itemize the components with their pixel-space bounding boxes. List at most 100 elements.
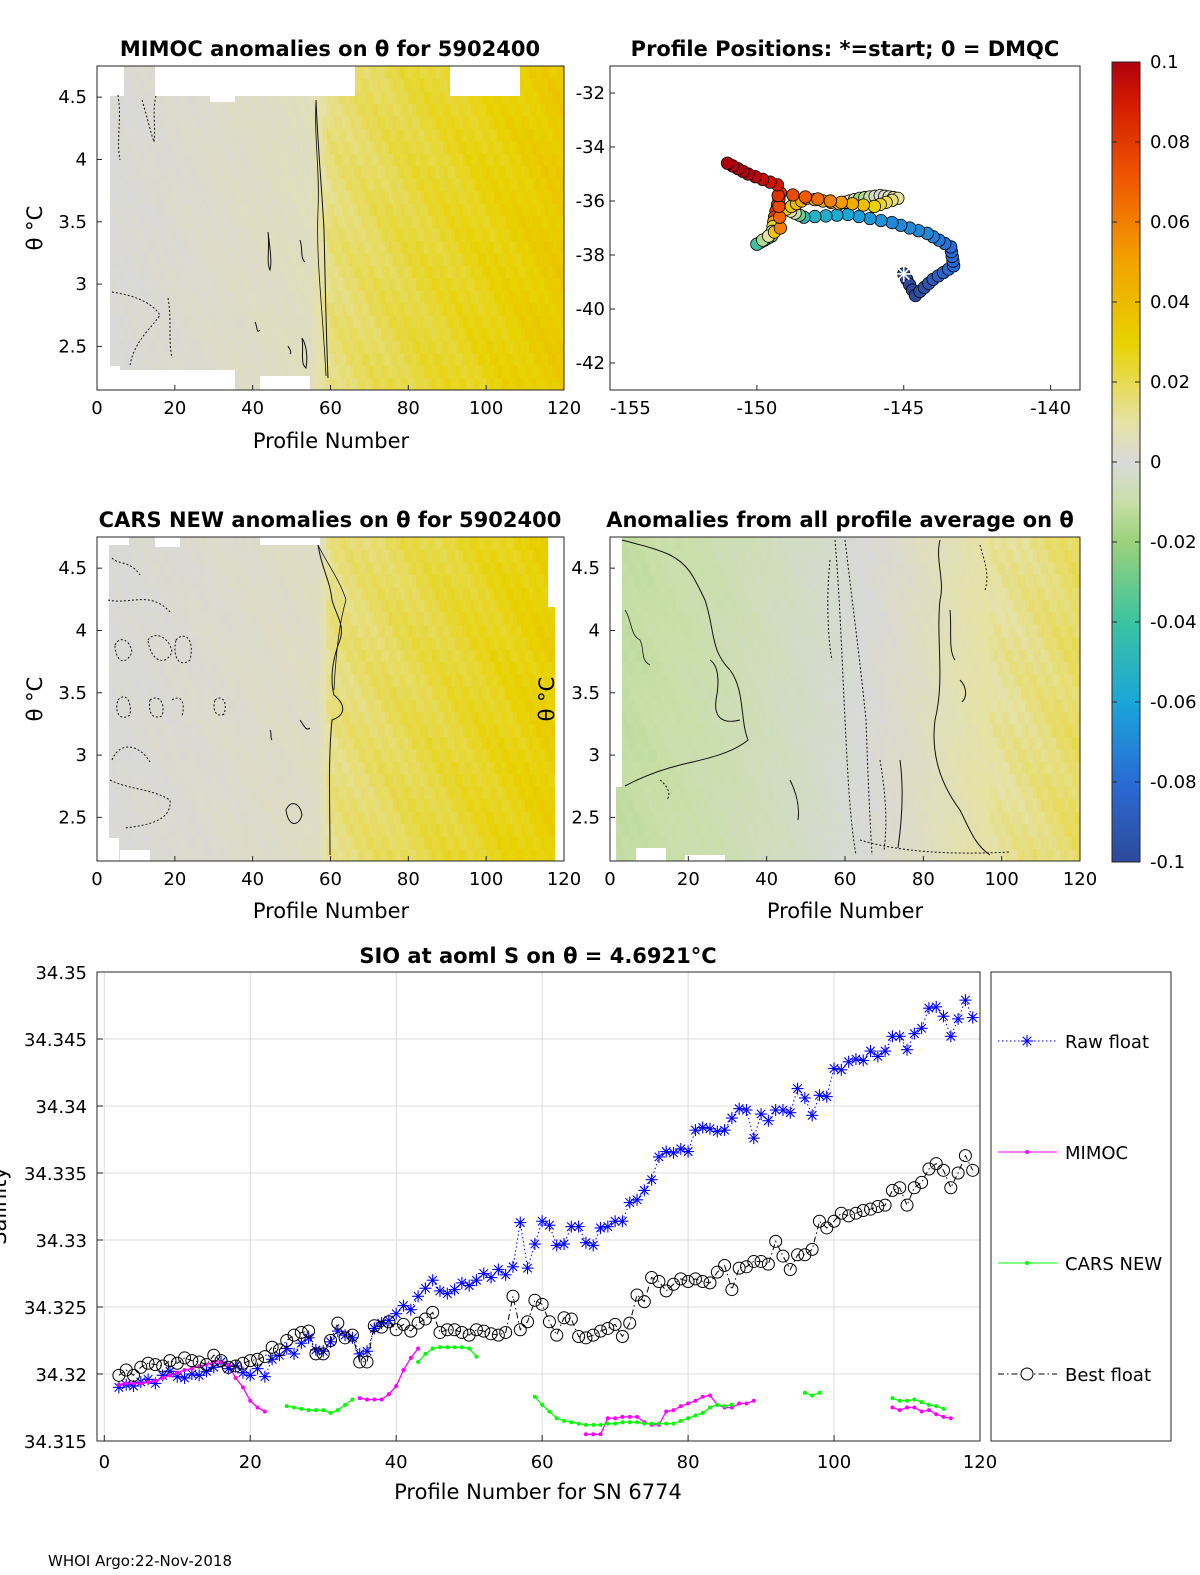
heatmap-cell	[244, 748, 250, 762]
heatmap-cell	[408, 178, 413, 192]
heatmap-cell	[299, 786, 304, 800]
heatmap-cell	[384, 327, 390, 341]
heatmap-cell	[205, 699, 211, 713]
heatmap-cell	[124, 574, 129, 588]
heatmap-cell	[194, 611, 199, 625]
heatmap-cell	[528, 327, 534, 341]
heatmap-cell	[525, 215, 530, 229]
heatmap-cell	[116, 674, 121, 688]
heatmap-cell	[291, 277, 297, 291]
heatmap-cell	[517, 352, 522, 366]
heatmap-cell	[135, 277, 141, 291]
heatmap-cell	[155, 798, 160, 812]
heatmap-cell	[443, 377, 448, 390]
heatmap-cell	[279, 636, 285, 650]
heatmap-cell	[311, 365, 316, 379]
heatmap-cell	[229, 661, 234, 675]
heatmap-cell	[132, 240, 137, 254]
heatmap-cell	[556, 103, 561, 117]
heatmap-cell	[240, 574, 246, 588]
heatmap-cell	[244, 624, 250, 638]
heatmap-cell	[143, 265, 149, 279]
heatmap-cell	[505, 203, 511, 217]
heatmap-cell	[108, 352, 114, 366]
heatmap-cell	[330, 140, 335, 154]
heatmap-cell	[128, 836, 133, 850]
heatmap-cell	[194, 636, 199, 650]
heatmap-cell	[318, 848, 324, 861]
heatmap-cell	[256, 823, 262, 837]
heatmap-cell	[423, 265, 429, 279]
heatmap-cell	[400, 178, 406, 192]
heatmap-cell	[248, 190, 254, 204]
heatmap-cell	[190, 811, 195, 825]
heatmap-cell	[408, 165, 413, 179]
heatmap-cell	[388, 90, 394, 104]
heatmap-cell	[330, 103, 335, 117]
heatmap-cell	[221, 537, 227, 551]
heatmap-cell	[536, 302, 542, 316]
heatmap-cell	[198, 228, 203, 242]
heatmap-cell	[318, 599, 324, 613]
heatmap-cell	[124, 599, 129, 613]
heatmap-cell	[248, 586, 254, 600]
heatmap-cell	[205, 315, 211, 329]
heatmap-cell	[346, 340, 351, 354]
heatmap-cell	[303, 723, 308, 737]
heatmap-cell	[517, 290, 522, 304]
heatmap-cell	[322, 290, 328, 304]
heatmap-cell	[147, 290, 153, 304]
heatmap-cell	[408, 215, 413, 229]
heatmap-cell	[209, 561, 215, 575]
heatmap-cell	[381, 327, 386, 341]
heatmap-cell	[178, 786, 184, 800]
heatmap-cell	[427, 315, 433, 329]
heatmap-cell	[116, 153, 121, 167]
heatmap-cell	[443, 115, 448, 129]
heatmap-cell	[311, 352, 316, 366]
heatmap-cell	[120, 811, 125, 825]
heatmap-cell	[482, 377, 487, 390]
heatmap-cell	[217, 811, 223, 825]
heatmap-cell	[287, 736, 293, 750]
heatmap-cell	[186, 140, 191, 154]
heatmap-cell	[248, 140, 254, 154]
heatmap-cell	[279, 203, 285, 217]
heatmap-cell	[486, 165, 491, 179]
heatmap-cell	[536, 377, 542, 390]
heatmap-cell	[178, 302, 184, 316]
heatmap-cell	[548, 203, 553, 217]
heatmap-cell	[540, 153, 546, 167]
heatmap-cell	[357, 115, 363, 129]
heatmap-cell	[112, 674, 118, 688]
heatmap-cell	[190, 699, 195, 713]
heatmap-cell	[447, 365, 452, 379]
heatmap-cell	[396, 277, 402, 291]
heatmap-cell	[338, 377, 343, 390]
heatmap-cell	[470, 352, 476, 366]
heatmap-cell	[283, 340, 289, 354]
heatmap-cell	[132, 90, 137, 104]
heatmap-cell	[120, 636, 125, 650]
heatmap-cell	[217, 265, 223, 279]
heatmap-cell	[139, 66, 145, 80]
heatmap-cell	[556, 78, 561, 92]
heatmap-cell	[248, 315, 254, 329]
heatmap-cell	[303, 352, 308, 366]
heatmap-cell	[532, 252, 538, 266]
heatmap-cell	[135, 215, 141, 229]
heatmap-cell	[311, 277, 316, 291]
heatmap-cell	[299, 586, 304, 600]
heatmap-cell	[544, 203, 550, 217]
heatmap-cell	[532, 103, 538, 117]
heatmap-cell	[155, 649, 160, 663]
heatmap-cell	[408, 252, 413, 266]
heatmap-cell	[276, 352, 281, 366]
heatmap-cell	[198, 165, 203, 179]
heatmap-cell	[244, 178, 250, 192]
heatmap-cell	[209, 115, 215, 129]
heatmap-cell	[240, 228, 246, 242]
heatmap-cell	[272, 215, 277, 229]
heatmap-cell	[182, 798, 188, 812]
heatmap-cell	[322, 215, 328, 229]
